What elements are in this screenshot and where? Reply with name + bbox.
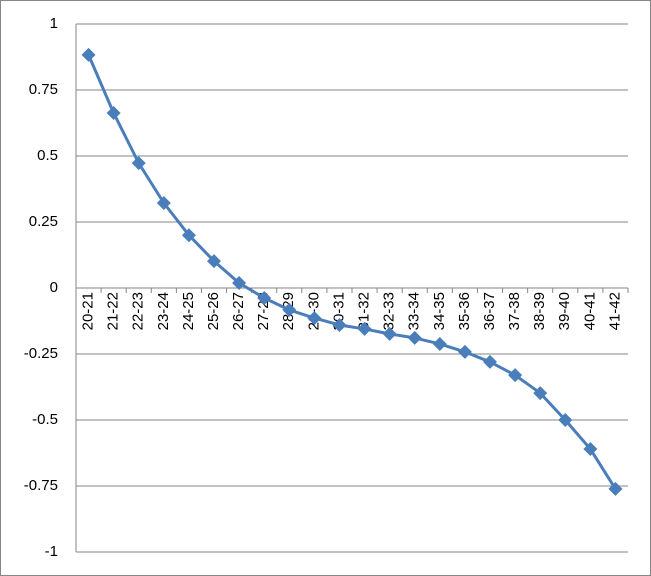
x-tick-label: 26-27: [230, 292, 247, 330]
data-marker: [156, 195, 171, 210]
data-marker: [232, 275, 247, 290]
x-tick-label: 33-34: [406, 292, 423, 330]
data-marker: [257, 291, 272, 306]
data-marker: [357, 321, 372, 336]
data-line: [87, 54, 617, 490]
data-marker: [81, 47, 96, 62]
y-tick-label: 0.5: [37, 147, 58, 164]
data-marker: [332, 317, 347, 332]
x-tick-label: 23-24: [155, 292, 172, 330]
data-marker: [307, 311, 322, 326]
x-tick-label: 41-42: [606, 292, 623, 330]
y-tick-label: -0.5: [32, 411, 58, 428]
x-tick-label: 31-32: [356, 292, 373, 330]
data-marker: [432, 336, 447, 351]
x-tick-label: 29-30: [305, 292, 322, 330]
data-marker: [131, 156, 146, 171]
x-tick-label: 30-31: [330, 292, 347, 330]
data-marker: [533, 386, 548, 401]
data-marker: [382, 326, 397, 341]
x-tick-label: 34-35: [431, 292, 448, 330]
y-tick-label: -0.25: [24, 345, 58, 362]
data-marker: [207, 254, 221, 269]
x-tick-label: 40-41: [581, 292, 598, 330]
x-tick-label: 39-40: [556, 292, 573, 330]
x-tick-label: 27-28: [255, 292, 272, 330]
data-marker: [106, 105, 121, 120]
x-tick-label: 32-33: [381, 292, 398, 330]
data-marker: [508, 368, 523, 383]
data-marker: [457, 344, 472, 359]
x-tick-label: 21-22: [105, 292, 122, 330]
data-marker: [583, 442, 598, 457]
data-marker: [181, 228, 196, 243]
data-marker: [483, 354, 497, 369]
y-tick-label: 1: [50, 15, 58, 32]
x-tick-label: 38-39: [531, 292, 548, 330]
x-tick-label: 25-26: [205, 292, 222, 330]
x-tick-label: 35-36: [456, 292, 473, 330]
x-tick-label: 37-38: [506, 292, 523, 330]
x-tick-label: 22-23: [130, 292, 147, 330]
x-tick-label: 36-37: [481, 292, 498, 330]
y-tick-label: -0.75: [24, 477, 58, 494]
y-tick-label: -1: [45, 543, 58, 560]
data-marker: [407, 330, 422, 345]
y-tick-label: 0.75: [29, 81, 58, 98]
data-marker: [282, 302, 297, 317]
y-tick-label: 0.25: [29, 213, 58, 230]
x-tick-label: 20-21: [80, 292, 97, 330]
data-marker: [558, 413, 573, 427]
y-tick-label: 0: [50, 279, 58, 296]
x-tick-label: 24-25: [180, 292, 197, 330]
data-marker: [608, 481, 623, 496]
